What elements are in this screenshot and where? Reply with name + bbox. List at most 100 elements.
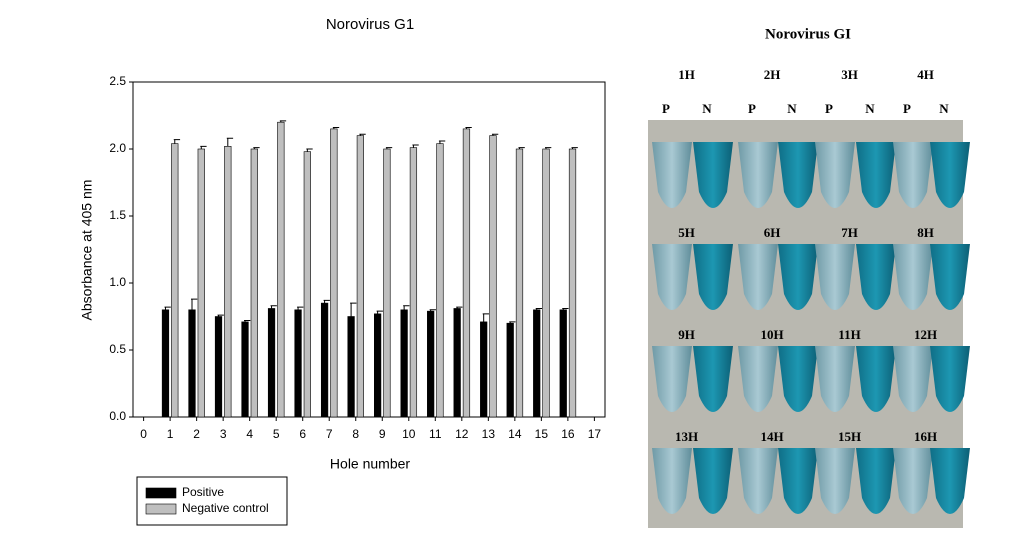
error-bar: [465, 127, 472, 129]
bar: [303, 151, 311, 418]
hour-label: 7H: [841, 225, 858, 240]
tube: [893, 346, 933, 412]
x-tick-label: 5: [273, 427, 280, 441]
x-tick-label: 10: [402, 427, 416, 441]
x-tick-label: 17: [588, 427, 602, 441]
x-tick-label: 7: [326, 427, 333, 441]
tube: [738, 346, 778, 412]
error-bar: [217, 314, 224, 317]
tube: [815, 142, 855, 208]
error-bar: [438, 140, 446, 144]
y-tick-label: 2.0: [109, 141, 126, 155]
bar: [374, 313, 382, 418]
error-bar: [571, 147, 578, 149]
x-tick-label: 2: [193, 427, 200, 441]
chart-title: Norovirus G1: [326, 16, 414, 33]
bar: [400, 309, 408, 418]
hour-label: 3H: [841, 67, 858, 82]
x-tick-label: 16: [561, 427, 575, 441]
legend-box: [136, 476, 288, 526]
tube: [893, 244, 933, 310]
tube: [778, 448, 818, 514]
tube-label: P: [748, 101, 756, 116]
bar: [241, 321, 249, 418]
tube: [778, 244, 818, 310]
error-bar: [412, 144, 419, 148]
y-tick-label: 2.5: [109, 74, 126, 88]
bar: [383, 148, 391, 418]
bar: [427, 310, 435, 418]
tube: [693, 346, 733, 412]
bar: [356, 135, 364, 418]
error-bar: [545, 147, 552, 149]
tube: [652, 346, 692, 412]
bar: [224, 146, 232, 418]
error-bar: [350, 302, 357, 317]
error-bar: [359, 133, 366, 136]
tube: [893, 142, 933, 208]
hour-label: 6H: [764, 225, 781, 240]
legend-swatch: [145, 487, 177, 499]
hour-label: 15H: [838, 429, 861, 444]
bar: [462, 128, 471, 418]
bar: [197, 148, 205, 418]
bar: [171, 143, 179, 418]
bar: [277, 121, 285, 418]
bar: [294, 309, 302, 418]
error-bar: [173, 139, 181, 144]
error-bar: [385, 147, 393, 149]
error-bar: [244, 320, 251, 322]
hour-label: 2H: [764, 67, 781, 82]
error-bar: [306, 148, 313, 152]
tube: [930, 448, 970, 514]
bar: [542, 148, 550, 418]
error-bar: [270, 305, 277, 309]
x-tick-label: 6: [299, 427, 306, 441]
tube: [930, 244, 970, 310]
y-tick-label: 1.0: [109, 275, 126, 289]
tube: [856, 346, 896, 412]
bar: [480, 321, 488, 418]
tube-label: N: [702, 101, 712, 116]
bar: [559, 309, 567, 418]
error-bar: [562, 307, 569, 310]
bar: [489, 135, 497, 418]
x-tick-label: 11: [429, 427, 442, 441]
tube: [930, 346, 970, 412]
x-tick-label: 4: [246, 427, 253, 441]
error-bar: [509, 321, 516, 324]
error-bar: [456, 306, 463, 309]
tube: [856, 244, 896, 310]
tube: [738, 244, 778, 310]
bar: [568, 148, 577, 418]
tube: [815, 448, 855, 514]
hour-label: 4H: [917, 67, 934, 82]
tube-label: P: [825, 101, 833, 116]
tube: [778, 346, 818, 412]
hour-label: 8H: [917, 225, 934, 240]
bar: [506, 322, 514, 418]
error-bar: [200, 145, 207, 149]
hour-label: 9H: [678, 327, 695, 342]
x-tick-label: 8: [352, 427, 359, 441]
hour-label: 1H: [678, 67, 695, 82]
hour-label: 11H: [838, 327, 860, 342]
error-bar: [403, 305, 410, 310]
bar: [409, 147, 418, 418]
tube: [856, 142, 896, 208]
tube: [652, 448, 692, 514]
x-tick-label: 13: [482, 427, 496, 441]
tube: [930, 142, 970, 208]
error-bar: [332, 127, 340, 129]
tube: [693, 142, 733, 208]
bar: [330, 128, 338, 418]
x-tick-label: 0: [140, 427, 147, 441]
bar: [320, 302, 329, 418]
bar: [436, 143, 444, 418]
hour-label: 13H: [675, 429, 698, 444]
hour-label: 16H: [914, 429, 937, 444]
tube: [815, 346, 855, 412]
tube: [856, 448, 896, 514]
y-tick-label: 0.0: [109, 409, 126, 423]
